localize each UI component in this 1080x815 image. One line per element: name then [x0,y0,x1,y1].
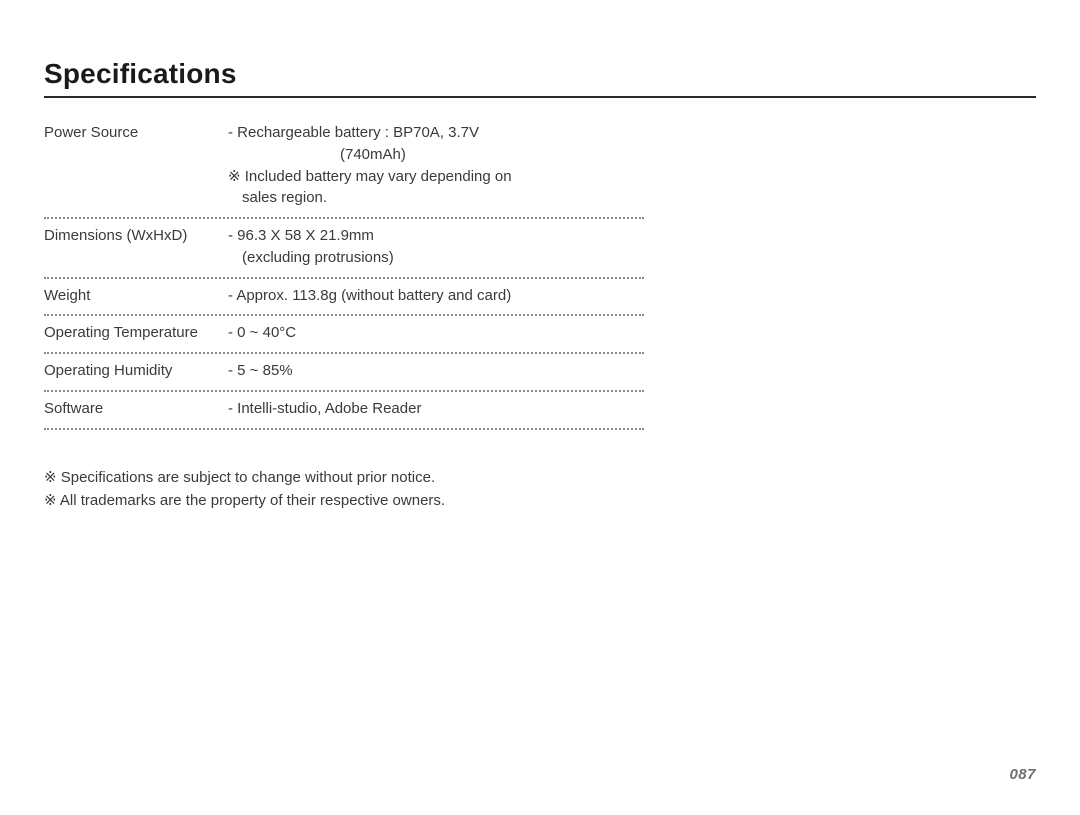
footnote-line: ※ Specifications are subject to change w… [44,466,644,489]
spec-row-dimensions: Dimensions (WxHxD) - 96.3 X 58 X 21.9mm … [44,219,644,279]
spec-row-operating-temperature: Operating Temperature - 0 ~ 40°C [44,316,644,354]
page-title: Specifications [44,58,1036,90]
footnotes: ※ Specifications are subject to change w… [44,466,644,513]
spec-value: - Intelli-studio, Adobe Reader [228,398,644,420]
spec-label: Operating Humidity [44,360,228,382]
spec-row-software: Software - Intelli-studio, Adobe Reader [44,392,644,430]
page: Specifications Power Source - Rechargeab… [0,0,1080,815]
spec-value-line: - 0 ~ 40°C [228,322,644,344]
spec-label: Power Source [44,122,228,144]
title-container: Specifications [44,58,1036,98]
spec-value-line: - 96.3 X 58 X 21.9mm [228,225,644,247]
spec-value-line: - 5 ~ 85% [228,360,644,382]
spec-label: Software [44,398,228,420]
spec-row-weight: Weight - Approx. 113.8g (without battery… [44,279,644,317]
spec-label: Operating Temperature [44,322,228,344]
spec-row-power-source: Power Source - Rechargeable battery : BP… [44,116,644,219]
spec-value: - Rechargeable battery : BP70A, 3.7V (74… [228,122,644,209]
footnote-line: ※ All trademarks are the property of the… [44,489,644,512]
spec-label: Dimensions (WxHxD) [44,225,228,247]
spec-row-operating-humidity: Operating Humidity - 5 ~ 85% [44,354,644,392]
spec-value-line: ※ Included battery may vary depending on [228,166,644,188]
spec-value-line: sales region. [228,187,644,209]
spec-value: - Approx. 113.8g (without battery and ca… [228,285,644,307]
spec-value-line: - Intelli-studio, Adobe Reader [228,398,644,420]
page-number: 087 [1009,766,1036,783]
spec-table: Power Source - Rechargeable battery : BP… [44,116,644,430]
spec-value: - 5 ~ 85% [228,360,644,382]
spec-value-line: (740mAh) [228,144,644,166]
spec-value-line: (excluding protrusions) [228,247,644,269]
spec-label: Weight [44,285,228,307]
spec-value-line: - Approx. 113.8g (without battery and ca… [228,285,644,307]
spec-value: - 0 ~ 40°C [228,322,644,344]
spec-value-line: - Rechargeable battery : BP70A, 3.7V [228,122,644,144]
spec-value: - 96.3 X 58 X 21.9mm (excluding protrusi… [228,225,644,269]
